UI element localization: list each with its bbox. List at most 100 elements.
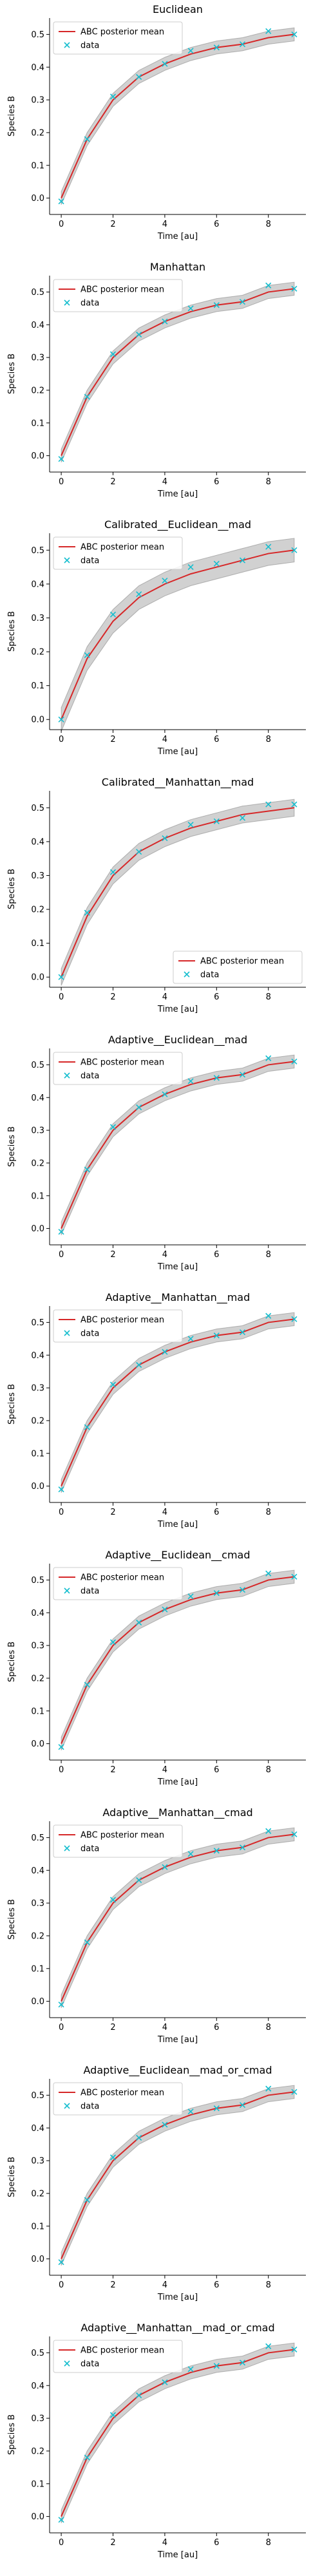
legend: ABC posterior mean data	[53, 21, 183, 55]
data-point-marker	[239, 557, 246, 564]
data-point-marker	[239, 41, 246, 48]
data-point-marker	[265, 28, 272, 34]
y-tick-label: 0.2	[31, 2447, 44, 2456]
x-tick-label: 6	[214, 2538, 219, 2548]
data-point-marker	[162, 2121, 168, 2128]
posterior-samples-band	[61, 1569, 295, 1750]
x-tick-label: 8	[266, 992, 271, 1002]
data-point-marker	[58, 1229, 64, 1235]
data-point-marker	[136, 331, 142, 338]
x-tick-label: 8	[266, 735, 271, 744]
data-point-marker	[84, 1424, 90, 1430]
y-axis-label: Species B	[7, 1899, 17, 1940]
data-point-marker	[239, 2360, 246, 2366]
x-tick-label: 2	[110, 735, 115, 744]
data-point-marker	[265, 282, 272, 289]
posterior-samples-band	[61, 27, 295, 205]
chart-panel-8: Adaptive__Manhattan__cmad 0 2 4 6 8 0.0 0.1 0.2 0…	[7, 1806, 306, 2045]
chart-title: Manhattan	[150, 261, 205, 273]
legend-swatch-marker	[64, 1845, 70, 1852]
legend-box	[53, 2082, 183, 2116]
data-point-marker	[265, 2085, 272, 2092]
data-point-marker	[162, 578, 168, 584]
x-tick-label: 4	[162, 2538, 167, 2548]
x-tick-label: 4	[162, 2023, 167, 2032]
data-point-marker	[187, 48, 194, 54]
y-tick-label: 0.5	[31, 1318, 44, 1328]
y-tick-label: 0.1	[31, 939, 44, 949]
legend-label: ABC posterior mean	[80, 1316, 164, 1325]
y-axis-label: Species B	[7, 354, 17, 394]
y-axis-label: Species B	[7, 1384, 17, 1425]
data-point-marker	[84, 1166, 90, 1173]
x-tick-label: 6	[214, 1765, 219, 1775]
data-point-marker	[291, 285, 298, 292]
chart-panel-3: Calibrated__Euclidean__mad 0 2 4 6 8 0.0 0.1 0.2…	[7, 518, 306, 757]
series-line-abc-posterior-mean	[61, 1061, 295, 1229]
legend-label: ABC posterior mean	[80, 285, 164, 295]
chart-panel-1: Euclidean 0 2 4 6 8 0.0 0.1 0.2 0.3 0.4 0.5 Time [au…	[7, 3, 306, 242]
y-tick-label: 0.1	[31, 419, 44, 428]
chart-title: Adaptive__Manhattan__mad_or_cmad	[80, 2322, 274, 2334]
data-point-marker	[136, 591, 142, 598]
x-tick-label: 4	[162, 1250, 167, 1260]
data-point-marker	[187, 1851, 194, 1857]
y-tick-label: 0.1	[31, 1449, 44, 1459]
legend-swatch-marker	[64, 2103, 70, 2109]
data-point-marker	[58, 1744, 64, 1750]
data-point-marker	[213, 44, 220, 51]
y-tick-label: 0.5	[31, 2091, 44, 2101]
y-tick-label: 0.0	[31, 1739, 44, 1749]
data-point-marker	[58, 2259, 64, 2266]
x-tick-label: 8	[266, 1765, 271, 1775]
legend-label: data	[80, 299, 99, 308]
data-point-marker	[162, 835, 168, 842]
chart-title: Calibrated__Manhattan__mad	[102, 776, 254, 789]
data-point-marker	[265, 1312, 272, 1319]
y-tick-label: 0.0	[31, 715, 44, 725]
legend: ABC posterior mean data	[53, 279, 183, 312]
data-point-marker	[239, 1329, 246, 1336]
chart-title: Adaptive__Euclidean__cmad	[105, 1549, 250, 1562]
chart-title: Adaptive__Manhattan__cmad	[102, 1806, 252, 1819]
legend-label: ABC posterior mean	[200, 957, 284, 967]
y-tick-label: 0.3	[31, 1384, 44, 1394]
x-axis-label: Time [au]	[157, 1005, 198, 1014]
y-tick-label: 0.1	[31, 2222, 44, 2231]
series-line-abc-posterior-mean	[61, 1318, 295, 1486]
data-point-marker	[187, 1078, 194, 1084]
data-point-marker	[187, 822, 194, 828]
legend-label: ABC posterior mean	[80, 543, 164, 553]
y-tick-label: 0.4	[31, 2382, 44, 2391]
chart-panel-7: Adaptive__Euclidean__cmad 0 2 4 6 8 0.0 0.1 0.2 0…	[7, 1549, 306, 1787]
data-point-marker	[58, 2002, 64, 2008]
legend-box	[53, 1824, 183, 1858]
y-tick-label: 0.2	[31, 1416, 44, 1426]
series-line-abc-posterior-mean	[61, 807, 295, 978]
data-point-marker	[136, 849, 142, 855]
data-point-marker	[109, 1124, 117, 1130]
legend-label: ABC posterior mean	[80, 2088, 164, 2098]
legend-label: data	[80, 556, 99, 566]
x-tick-label: 0	[59, 1250, 64, 1260]
x-tick-label: 6	[214, 2023, 219, 2032]
x-tick-label: 0	[59, 735, 64, 744]
legend: ABC posterior mean data	[53, 2082, 183, 2116]
data-point-marker	[187, 2108, 194, 2115]
series-line-abc-posterior-mean	[61, 1833, 295, 2002]
x-tick-label: 0	[59, 1765, 64, 1775]
series-line-abc-posterior-mean	[61, 549, 295, 720]
x-tick-label: 4	[162, 1765, 167, 1775]
legend-swatch-marker	[64, 299, 70, 306]
x-tick-label: 2	[110, 2023, 115, 2032]
chart-title: Adaptive__Manhattan__mad	[106, 1291, 251, 1304]
legend-box	[53, 1052, 183, 1085]
data-point-marker	[109, 351, 117, 357]
data-point-marker	[213, 2105, 220, 2112]
chart-panel-4: Calibrated__Manhattan__mad 0 2 4 6 8 0.0 0.1 0.2…	[7, 776, 306, 1014]
legend-box	[53, 1567, 183, 1600]
x-tick-label: 4	[162, 220, 167, 229]
data-point-marker	[109, 93, 117, 100]
data-point-marker	[213, 2363, 220, 2369]
x-tick-label: 0	[59, 2280, 64, 2290]
